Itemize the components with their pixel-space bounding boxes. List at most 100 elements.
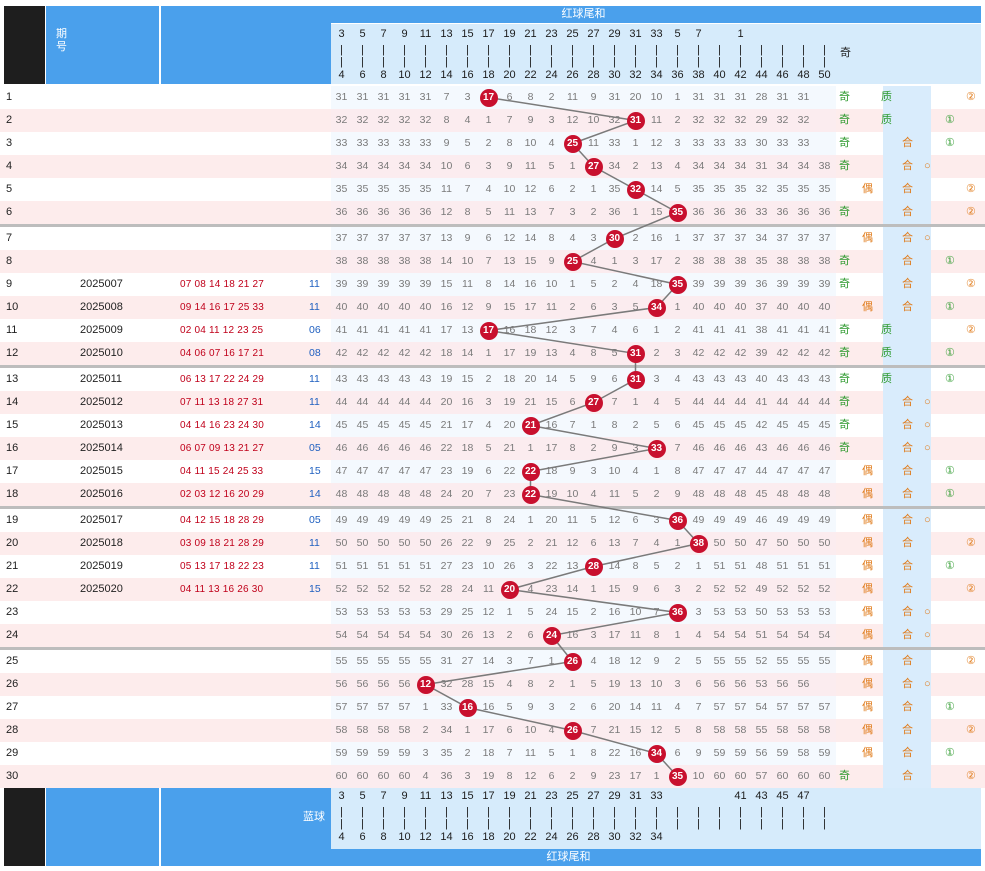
issue-number: 18 [6, 488, 19, 500]
miss-value: 41 [734, 324, 747, 336]
miss-value: 34 [356, 160, 369, 172]
miss-value: 49 [335, 514, 348, 526]
miss-value: 1 [674, 232, 681, 244]
column-header-bar2-18: | [718, 56, 721, 68]
miss-value: 24 [461, 583, 474, 595]
column-header-bar2-6: | [466, 56, 469, 68]
column-header-bar2-14: | [634, 56, 637, 68]
bottom-title: 红球尾和 [546, 851, 591, 863]
column-header-low-21: 46 [776, 69, 789, 81]
route-tag: ○ [924, 442, 931, 454]
column-header-bar2-19: | [739, 56, 742, 68]
composite-tag: 合 [902, 278, 913, 290]
miss-value: 45 [776, 419, 789, 431]
miss-value: 56 [776, 678, 789, 690]
miss-value: 38 [356, 255, 369, 267]
miss-value: 43 [398, 373, 411, 385]
miss-value: 8 [443, 114, 450, 126]
miss-value: 17 [650, 255, 663, 267]
miss-value: 56 [797, 678, 810, 690]
red-balls: 07 08 14 18 21 27 [180, 279, 265, 290]
miss-value: 32 [608, 114, 621, 126]
composite-tag: 合 [902, 629, 913, 641]
miss-value: 20 [629, 91, 642, 103]
miss-value: 60 [713, 770, 726, 782]
trend-line [423, 96, 700, 778]
composite-tag: 合 [902, 678, 913, 690]
miss-value: 31 [776, 91, 789, 103]
miss-value: 48 [356, 488, 369, 500]
miss-value: 18 [482, 747, 495, 759]
column-header-bar2-13: | [613, 56, 616, 68]
column-header-bar2-5: | [445, 56, 448, 68]
miss-value: 5 [485, 442, 492, 454]
miss-value: 31 [734, 91, 747, 103]
odd-even-tag: 奇 [839, 137, 850, 149]
miss-value: 8 [527, 91, 534, 103]
miss-value: 7 [674, 442, 681, 454]
miss-value: 48 [797, 488, 810, 500]
footer-header-bar-10: | [550, 806, 553, 818]
miss-value: 13 [650, 160, 663, 172]
miss-value: 60 [797, 770, 810, 782]
odd-even-tag: 奇 [839, 255, 850, 267]
footer-header-bar2-6: | [466, 818, 469, 830]
miss-value: 16 [608, 606, 621, 618]
footer-header-bar2-16: | [676, 818, 679, 830]
sum-ball: 27 [584, 393, 603, 412]
miss-value: 1 [422, 701, 429, 713]
miss-value: 8 [611, 419, 618, 431]
miss-value: 39 [755, 347, 768, 359]
prime-tag: 质 [881, 347, 892, 359]
miss-value: 45 [398, 419, 411, 431]
sum-area-bg [331, 601, 836, 624]
footer-header-low-13: 30 [608, 831, 621, 843]
issue-header: 期号 [46, 6, 159, 84]
column-header-bar-18: | [718, 44, 721, 56]
miss-value: 60 [377, 770, 390, 782]
miss-value: 7 [464, 183, 471, 195]
miss-value: 3 [653, 373, 660, 385]
miss-value: 3 [548, 114, 555, 126]
column-header-11: 25 [566, 28, 579, 40]
sum-ball: 27 [584, 157, 603, 176]
miss-value: 3 [590, 465, 597, 477]
composite-tag: 合 [902, 137, 913, 149]
column-header-low-22: 48 [797, 69, 810, 81]
miss-value: 1 [569, 160, 576, 172]
miss-value: 3 [485, 160, 492, 172]
column-header-bar-19: | [739, 44, 742, 56]
miss-value: 13 [503, 255, 516, 267]
miss-value: 5 [569, 373, 576, 385]
route-tag: ② [966, 770, 976, 782]
miss-value: 58 [776, 724, 789, 736]
column-header-bar-3: | [403, 44, 406, 56]
miss-value: 39 [818, 278, 831, 290]
miss-value: 1 [695, 560, 702, 572]
footer-header-bar2-9: | [529, 818, 532, 830]
miss-value: 5 [632, 488, 639, 500]
miss-value: 48 [398, 488, 411, 500]
miss-value: 58 [713, 724, 726, 736]
red-balls: 04 11 13 16 26 30 [180, 584, 264, 595]
issue-number: 23 [6, 606, 19, 618]
column-header-low-8: 20 [503, 69, 516, 81]
tail-area-bg [883, 509, 931, 532]
tail-area-bg [883, 178, 931, 201]
miss-value: 18 [545, 465, 558, 477]
miss-value: 3 [464, 770, 471, 782]
miss-value: 49 [356, 514, 369, 526]
footer-header-21: 45 [776, 790, 789, 802]
miss-value: 1 [632, 396, 639, 408]
miss-value: 21 [545, 537, 558, 549]
miss-value: 4 [527, 583, 534, 595]
miss-value: 9 [695, 747, 702, 759]
miss-value: 56 [356, 678, 369, 690]
miss-value: 50 [776, 537, 789, 549]
miss-value: 2 [569, 701, 576, 713]
miss-value: 15 [440, 278, 453, 290]
miss-value: 5 [527, 606, 534, 618]
sum-ball: 35 [668, 203, 687, 222]
composite-tag: 合 [902, 488, 913, 500]
miss-value: 10 [461, 255, 474, 267]
